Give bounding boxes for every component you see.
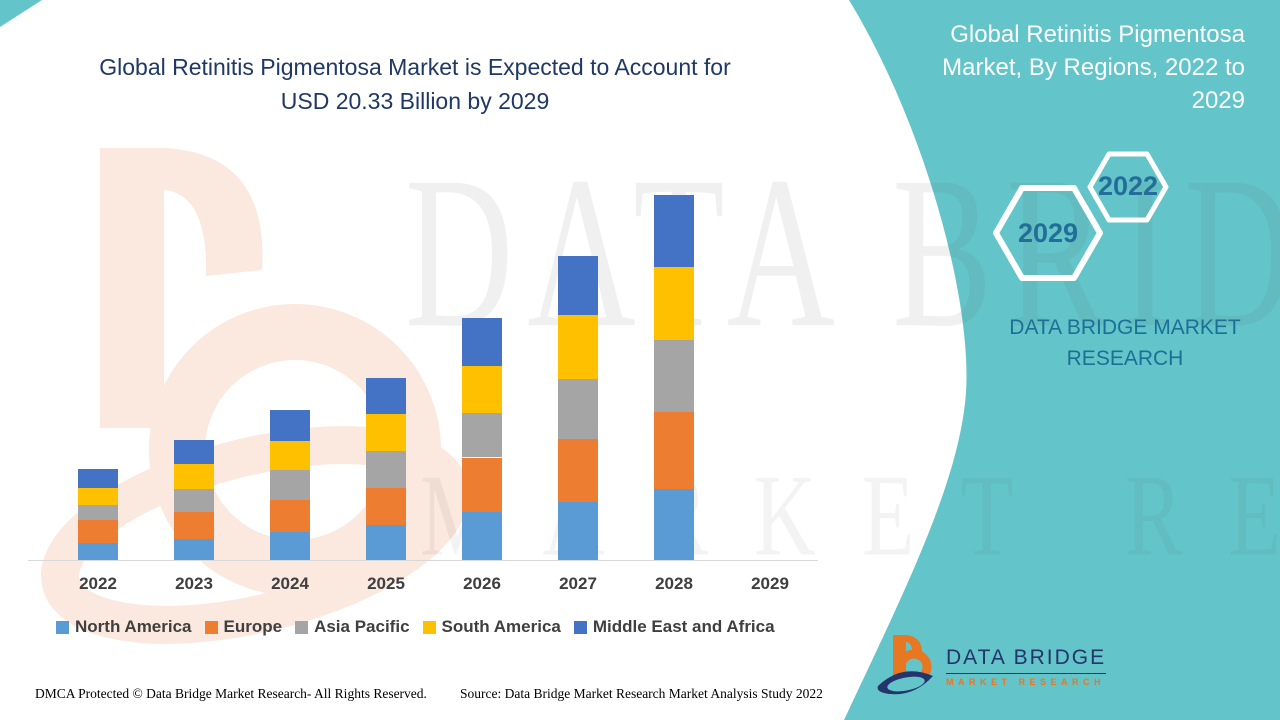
bar-segment-2022-europe bbox=[78, 519, 118, 543]
legend-label: North America bbox=[75, 617, 192, 636]
brand-line2: RESEARCH bbox=[1066, 347, 1184, 370]
data-bridge-b-swoosh-icon bbox=[877, 635, 933, 695]
ghost-logo-watermark bbox=[41, 148, 469, 644]
bar-segment-2027-middle-east-and-africa bbox=[558, 255, 598, 316]
bar-segment-2024-south-america bbox=[270, 441, 310, 471]
legend-item-europe: Europe bbox=[204, 617, 283, 637]
bar-segment-2025-south-america bbox=[366, 414, 406, 452]
bar-segment-2027-europe bbox=[558, 438, 598, 502]
bar-segment-2025-north-america bbox=[366, 525, 406, 561]
legend-item-north-america: North America bbox=[56, 617, 192, 637]
legend-item-asia-pacific: Asia Pacific bbox=[295, 617, 410, 637]
bar-segment-2026-north-america bbox=[462, 512, 502, 561]
legend-item-middle-east-and-africa: Middle East and Africa bbox=[573, 617, 775, 637]
bar-segment-2023-middle-east-and-africa bbox=[174, 439, 214, 464]
bar-segment-2027-asia-pacific bbox=[558, 379, 598, 439]
bar-segment-2023-south-america bbox=[174, 463, 214, 489]
bar-segment-2025-asia-pacific bbox=[366, 451, 406, 489]
legend-swatch-icon bbox=[56, 620, 69, 634]
logo-subtitle-text: MARKET RESEARCH bbox=[946, 676, 1106, 687]
company-logo: DATA BRIDGE MARKET RESEARCH bbox=[874, 630, 1114, 702]
chart-title-line2: USD 20.33 Billion by 2029 bbox=[280, 88, 550, 114]
brand-wordmark: DATA BRIDGE MARKET RESEARCH bbox=[990, 312, 1260, 374]
bar-segment-2028-north-america bbox=[654, 489, 694, 561]
bar-segment-2024-north-america bbox=[270, 532, 310, 561]
chart-legend: North America Europe Asia Pacific South Ame… bbox=[56, 617, 826, 637]
x-tick-label-2026: 2026 bbox=[463, 574, 501, 593]
side-panel-shape bbox=[844, 0, 1280, 720]
bar-segment-2027-south-america bbox=[558, 315, 598, 380]
x-tick-label-2025: 2025 bbox=[367, 574, 405, 593]
legend-swatch-icon bbox=[573, 620, 587, 634]
bar-segment-2028-asia-pacific bbox=[654, 339, 694, 412]
side-panel-title: Global Retinitis Pigmentosa Market, By R… bbox=[942, 21, 1245, 114]
brand-line1: DATA BRIDGE MARKET bbox=[1009, 316, 1241, 339]
x-tick-label-2022: 2022 bbox=[79, 574, 117, 593]
x-tick-label-2023: 2023 bbox=[175, 574, 213, 593]
bar-segment-2025-middle-east-and-africa bbox=[366, 378, 406, 415]
chart-title: Global Retinitis Pigmentosa Market is Ex… bbox=[70, 50, 760, 118]
legend-label: Asia Pacific bbox=[314, 617, 410, 636]
hexagon-2022-outline bbox=[1087, 151, 1169, 223]
bar-segment-2026-asia-pacific bbox=[462, 413, 502, 458]
hexagon-badges: 2029 2022 bbox=[993, 151, 1169, 281]
hexagon-2029-label: 2029 bbox=[1018, 218, 1078, 248]
plot-area bbox=[78, 194, 694, 561]
legend-label: Europe bbox=[223, 617, 283, 636]
bar-segment-2028-south-america bbox=[654, 266, 694, 340]
legend-item-south-america: South America bbox=[422, 617, 561, 637]
footer-source-text: Source: Data Bridge Market Research Mark… bbox=[460, 686, 823, 701]
bar-segment-2023-asia-pacific bbox=[174, 489, 214, 513]
bar-segment-2025-europe bbox=[366, 488, 406, 525]
bar-segment-2023-north-america bbox=[174, 539, 214, 561]
bar-segment-2026-europe bbox=[462, 457, 502, 513]
x-tick-label-2027: 2027 bbox=[559, 574, 597, 593]
legend-label: South America bbox=[441, 617, 561, 636]
logo-name-text: DATA BRIDGE bbox=[946, 646, 1107, 674]
bar-segment-2023-europe bbox=[174, 512, 214, 540]
bar-segment-2022-south-america bbox=[78, 488, 118, 506]
bar-segment-2024-middle-east-and-africa bbox=[270, 409, 310, 442]
top-left-corner-accent bbox=[0, 0, 42, 27]
x-tick-label-2024: 2024 bbox=[271, 574, 309, 593]
x-axis-line bbox=[28, 560, 818, 561]
bar-segment-2028-europe bbox=[654, 411, 694, 489]
x-tick-label-2028: 2028 bbox=[655, 574, 693, 593]
bar-segment-2022-north-america bbox=[78, 543, 118, 561]
hexagon-2022-label: 2022 bbox=[1098, 171, 1158, 201]
legend-label: Middle East and Africa bbox=[592, 617, 775, 636]
footer-dmca-text: DMCA Protected © Data Bridge Market Rese… bbox=[35, 686, 427, 701]
bar-segment-2024-europe bbox=[270, 499, 310, 533]
bar-segment-2027-north-america bbox=[558, 501, 598, 561]
bar-segment-2028-middle-east-and-africa bbox=[654, 194, 694, 267]
chart-title-line1: Global Retinitis Pigmentosa Market is Ex… bbox=[99, 54, 731, 80]
legend-swatch-icon bbox=[204, 620, 218, 634]
bar-segment-2024-asia-pacific bbox=[270, 470, 310, 500]
legend-swatch-icon bbox=[295, 620, 309, 634]
x-tick-label-2029: 2029 bbox=[751, 574, 789, 593]
legend-swatch-icon bbox=[422, 620, 436, 634]
bar-segment-2022-middle-east-and-africa bbox=[78, 469, 118, 489]
bar-segment-2026-south-america bbox=[462, 365, 502, 414]
hexagon-2029-outline bbox=[993, 185, 1103, 281]
bar-segment-2022-asia-pacific bbox=[78, 505, 118, 520]
bar-segment-2026-middle-east-and-africa bbox=[462, 318, 502, 366]
